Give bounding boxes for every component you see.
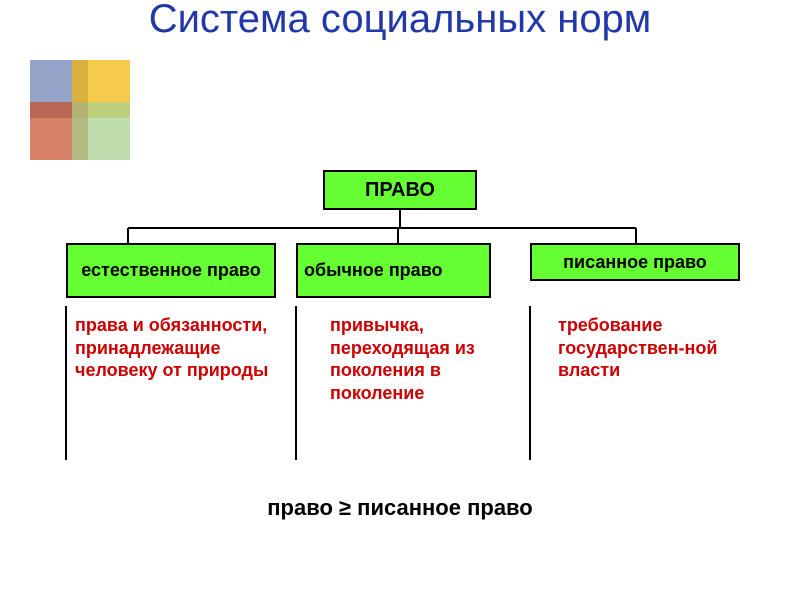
child-description: права и обязанности, принадлежащие челов… (75, 314, 285, 382)
root-node-label: ПРАВО (365, 179, 435, 202)
child-node-label: писанное право (563, 252, 707, 273)
child-node: обычное право (296, 243, 491, 298)
corner-logo (30, 60, 140, 170)
child-node-label: обычное право (304, 260, 443, 281)
child-description: требование государствен-ной власти (558, 314, 738, 382)
logo-square-d (72, 102, 130, 160)
child-node: естественное право (66, 243, 276, 298)
root-node: ПРАВО (323, 170, 477, 210)
slide-title: Система социальных норм (0, 0, 800, 40)
child-node-label: естественное право (81, 260, 261, 281)
child-description: привычка, переходящая из поколения в пок… (330, 314, 510, 404)
bottom-equation: право ≥ писанное право (0, 495, 800, 521)
child-node: писанное право (530, 243, 740, 281)
